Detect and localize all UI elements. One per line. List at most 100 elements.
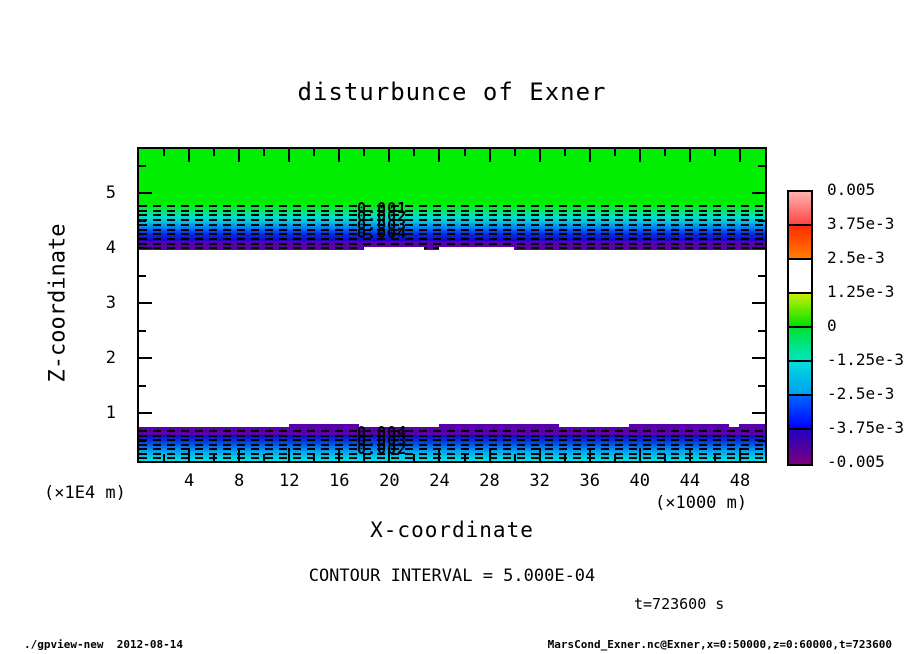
x-axis-tick xyxy=(488,149,491,162)
colorbar-segment xyxy=(789,294,811,328)
x-axis-tick xyxy=(463,149,466,156)
z-axis-tick xyxy=(139,274,146,277)
x-axis-tick-label: 32 xyxy=(529,471,550,491)
field-contour-wiggle xyxy=(439,424,559,427)
contour-line-dashed xyxy=(139,214,765,217)
x-axis-tick xyxy=(613,149,616,156)
z-axis-tick-label: 4 xyxy=(105,238,116,258)
x-axis-tick xyxy=(488,448,491,461)
contour-value-label: 0.003 xyxy=(357,215,408,234)
colorbar-segment xyxy=(789,328,811,362)
contour-value-label: 0.004 xyxy=(357,423,408,441)
x-axis-tick xyxy=(388,448,391,461)
z-axis-tick xyxy=(139,412,152,414)
x-axis-tick xyxy=(413,149,416,156)
contour-line-dashed xyxy=(139,443,765,446)
x-axis-tick xyxy=(638,448,641,461)
z-axis-tick-label: 5 xyxy=(105,183,116,203)
z-axis-tick xyxy=(139,384,146,387)
z-axis-tick xyxy=(752,412,765,414)
footer-program-stamp: ./gpview-new 2012-08-14 xyxy=(24,638,183,651)
colorbar-tick-label: 3.75e-3 xyxy=(827,214,895,233)
z-axis-label: Z-coordinate xyxy=(45,223,71,383)
z-axis-tick xyxy=(139,192,152,194)
x-axis-tick xyxy=(538,149,541,162)
contour-value-label: 0.002 xyxy=(357,440,408,459)
contour-line-dashed xyxy=(139,439,765,441)
contour-line-dashed xyxy=(139,237,765,240)
contour-interval-note: CONTOUR INTERVAL = 5.000E-04 xyxy=(308,566,596,586)
contour-line-dashed xyxy=(139,219,765,222)
x-axis-unit: (×1000 m) xyxy=(655,493,748,513)
x-axis-tick xyxy=(563,149,566,156)
x-axis-tick xyxy=(663,149,666,156)
colorbar-segment xyxy=(789,226,811,260)
colorbar-tick-label: -2.5e-3 xyxy=(827,384,895,403)
z-axis-tick xyxy=(139,302,152,304)
contour-line-dashed xyxy=(139,434,765,437)
colorbar-tick-label: -3.75e-3 xyxy=(827,418,904,437)
x-axis-tick xyxy=(188,149,191,162)
contour-value-label: 0.003 xyxy=(357,431,408,450)
z-axis-unit: (×1E4 m) xyxy=(44,483,126,503)
z-axis-tick xyxy=(752,357,765,359)
x-axis-tick xyxy=(688,448,691,461)
colorbar-tick-label: -0.005 xyxy=(827,452,885,471)
z-axis-tick-label: 3 xyxy=(105,293,116,313)
x-axis-tick-label: 36 xyxy=(579,471,600,491)
x-axis-tick-label: 20 xyxy=(379,471,400,491)
x-axis-tick xyxy=(363,149,366,156)
colorbar-tick-label: 0.005 xyxy=(827,180,876,199)
x-axis-tick xyxy=(338,149,341,162)
plot-field: 0.001 0.002 0.003 0.004 0.004 0.003 0.002 xyxy=(139,149,765,461)
x-axis-tick xyxy=(438,448,441,461)
x-axis-tick-label: 44 xyxy=(679,471,701,491)
x-axis-tick xyxy=(313,149,316,156)
x-axis-tick xyxy=(738,448,741,461)
contour-line-dashed xyxy=(139,223,765,226)
x-axis-tick xyxy=(263,149,266,156)
field-contour-wiggle xyxy=(739,424,765,427)
field-contour-wiggle xyxy=(289,424,359,427)
z-axis-tick xyxy=(758,164,765,167)
x-axis-tick xyxy=(213,149,216,156)
x-axis-tick xyxy=(288,448,291,461)
colorbar-tick-label: 1.25e-3 xyxy=(827,282,895,301)
x-axis-tick-label: 16 xyxy=(329,471,350,491)
field-band-upper-purple xyxy=(139,241,765,250)
colorbar-segment xyxy=(789,430,811,464)
x-axis-tick-label: 28 xyxy=(479,471,500,491)
x-axis-tick xyxy=(738,149,741,162)
contour-line-dashed xyxy=(139,205,765,207)
time-annotation: t=723600 s xyxy=(634,595,725,613)
z-axis-tick xyxy=(139,329,146,332)
contour-line-dashed xyxy=(139,457,765,459)
z-axis-tick xyxy=(139,357,152,359)
contour-value-label: 0.002 xyxy=(357,207,408,226)
z-axis-tick xyxy=(758,329,765,332)
x-axis-tick xyxy=(588,149,591,162)
colorbar-tick-label: 0 xyxy=(827,316,837,335)
x-axis-tick xyxy=(688,149,691,162)
contour-line-dashed xyxy=(139,228,765,231)
contour-value-label: 0.001 xyxy=(357,199,408,217)
z-axis-tick xyxy=(758,384,765,387)
colorbar xyxy=(787,190,813,466)
contour-line-dashed xyxy=(139,242,765,245)
contour-line-dashed xyxy=(139,430,765,432)
z-axis-tick xyxy=(752,192,765,194)
x-axis-tick-label: 24 xyxy=(429,471,450,491)
contour-line-dashed xyxy=(139,233,765,236)
x-axis-tick xyxy=(513,149,516,156)
x-axis-tick xyxy=(338,448,341,461)
colorbar-segment xyxy=(789,260,811,294)
x-axis-label: X-coordinate xyxy=(370,518,534,542)
x-axis-tick xyxy=(438,149,441,162)
contour-line-dashed xyxy=(139,209,765,212)
x-axis-tick xyxy=(163,149,166,156)
x-axis-tick xyxy=(388,149,391,162)
field-contour-wiggle xyxy=(439,247,514,250)
x-axis-tick xyxy=(238,448,241,461)
x-axis-tick-label: 12 xyxy=(278,471,300,491)
